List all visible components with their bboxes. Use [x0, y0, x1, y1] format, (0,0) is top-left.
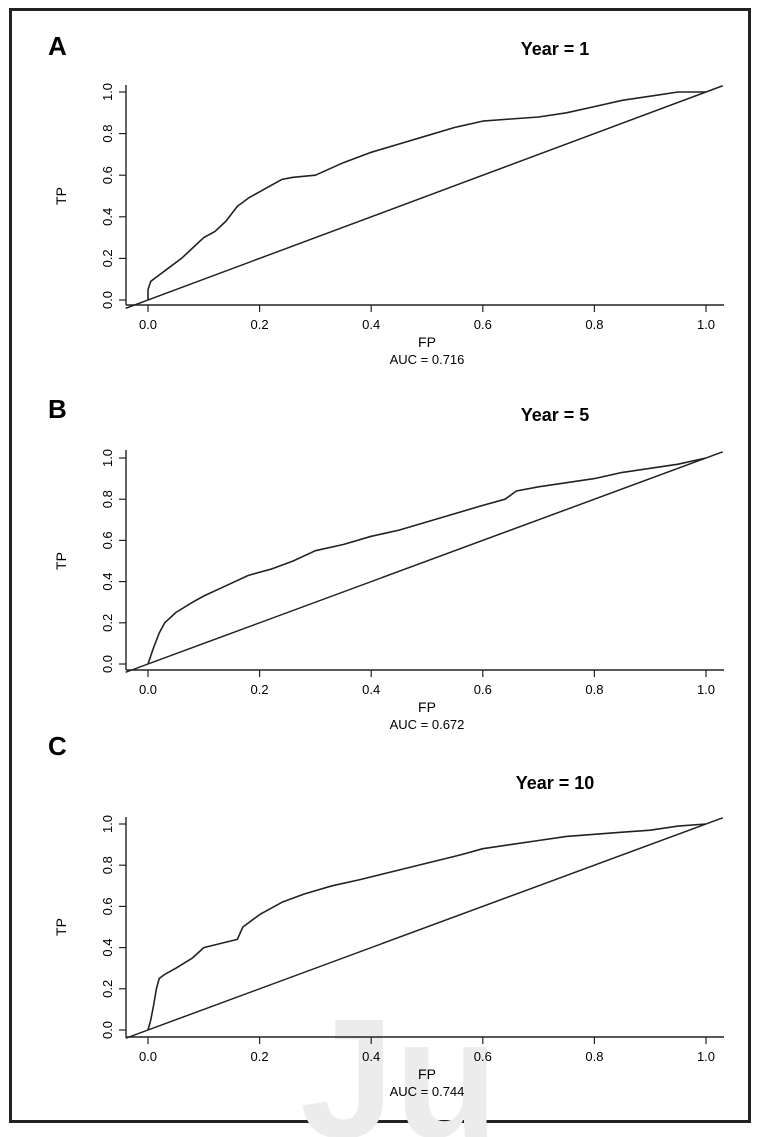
y-tick-label: 0.6	[100, 897, 115, 915]
y-tick-label: 0.8	[100, 490, 115, 508]
y-tick-label: 1.0	[100, 83, 115, 101]
diagonal-reference-line	[125, 817, 723, 1039]
y-tick-label: 1.0	[100, 815, 115, 833]
y-tick-label: 0.2	[100, 249, 115, 267]
roc-curve	[147, 823, 707, 1031]
x-tick-label: 0.8	[585, 1049, 603, 1064]
y-tick-label: 1.0	[100, 449, 115, 467]
x-tick-label: 0.4	[362, 682, 380, 697]
x-tick-label: 1.0	[697, 1049, 715, 1064]
x-tick-label: 0.2	[251, 1049, 269, 1064]
y-tick-label: 0.4	[100, 208, 115, 226]
x-axis-label: FP	[418, 699, 436, 715]
x-tick-label: 0.8	[585, 317, 603, 332]
x-tick-label: 1.0	[697, 682, 715, 697]
x-tick-label: 0.0	[139, 317, 157, 332]
diagonal-reference-line	[125, 451, 723, 673]
y-tick-label: 0.0	[100, 655, 115, 673]
x-tick-label: 0.6	[474, 1049, 492, 1064]
chart-title: Year = 10	[516, 773, 595, 793]
y-tick-label: 0.2	[100, 980, 115, 998]
x-tick-label: 0.6	[474, 682, 492, 697]
panel-label: C	[48, 731, 67, 761]
y-axis-label: TP	[53, 187, 69, 205]
x-tick-label: 0.2	[251, 682, 269, 697]
y-tick-label: 0.4	[100, 573, 115, 591]
y-axis-label: TP	[53, 552, 69, 570]
y-tick-label: 0.0	[100, 1021, 115, 1039]
y-axis-label: TP	[53, 918, 69, 936]
roc-curve	[147, 457, 707, 665]
x-tick-label: 0.4	[362, 1049, 380, 1064]
x-tick-label: 0.2	[251, 317, 269, 332]
x-tick-label: 0.6	[474, 317, 492, 332]
watermark: Ju	[300, 984, 498, 1137]
y-tick-label: 0.4	[100, 939, 115, 957]
y-tick-label: 0.8	[100, 856, 115, 874]
diagonal-reference-line	[125, 85, 724, 310]
panel-c: C Year = 10 0.0 0.2 0.4 0.6 0.8 1.0 0.0 0.2 0.4 0.6…	[48, 731, 724, 1099]
x-tick-label: 0.0	[139, 1049, 157, 1064]
roc-curve	[147, 91, 706, 300]
y-tick-label: 0.2	[100, 614, 115, 632]
x-axis-label: FP	[418, 334, 436, 350]
x-tick-label: 0.0	[139, 682, 157, 697]
chart-title: Year = 5	[521, 405, 590, 425]
auc-label: AUC = 0.744	[390, 1084, 465, 1099]
auc-label: AUC = 0.672	[390, 717, 465, 732]
y-tick-label: 0.6	[100, 531, 115, 549]
x-axis-label: FP	[418, 1066, 436, 1082]
panel-a: A Year = 1 0.0 0.2 0.4 0.6 0.8 1.0 0.0 0.2 0.4 0.6 0…	[48, 31, 724, 367]
y-tick-label: 0.8	[100, 125, 115, 143]
x-tick-label: 1.0	[697, 317, 715, 332]
y-tick-label: 0.6	[100, 166, 115, 184]
x-tick-label: 0.4	[362, 317, 380, 332]
figure-frame	[9, 8, 751, 1123]
x-tick-label: 0.8	[585, 682, 603, 697]
y-tick-label: 0.0	[100, 291, 115, 309]
auc-label: AUC = 0.716	[390, 352, 465, 367]
chart-title: Year = 1	[521, 39, 590, 59]
panel-label: A	[48, 31, 67, 61]
panel-label: B	[48, 394, 67, 424]
panel-b: B Year = 5 0.0 0.2 0.4 0.6 0.8 1.0 0.0 0.2 0.4 0.6 0…	[48, 394, 724, 732]
